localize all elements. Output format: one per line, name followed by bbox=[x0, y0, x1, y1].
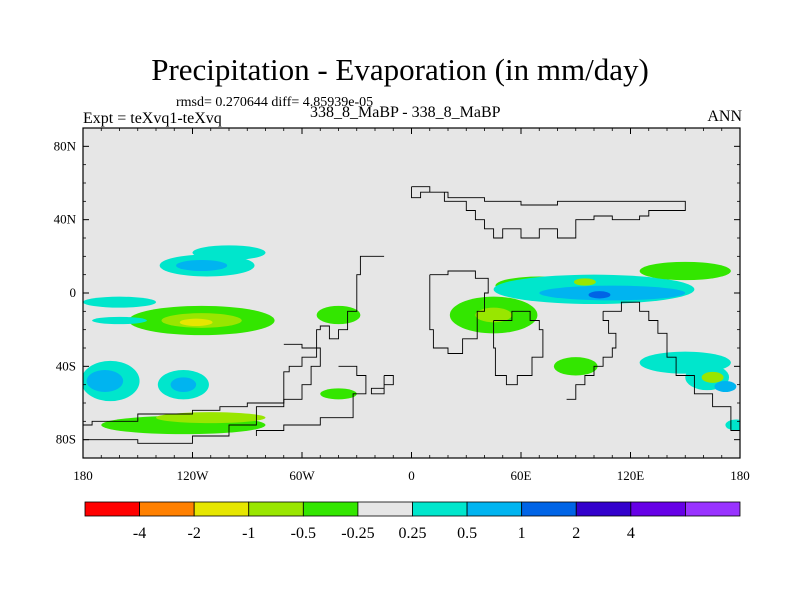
anomaly-region-3 bbox=[83, 296, 156, 308]
x-tick-label-2: 60W bbox=[289, 468, 315, 483]
legend-swatch-1 bbox=[139, 501, 195, 517]
season-label: ANN bbox=[707, 108, 742, 125]
x-tick-label-0: 180 bbox=[73, 468, 93, 483]
legend-swatch-6 bbox=[412, 501, 468, 517]
anomaly-region-1 bbox=[176, 260, 228, 271]
legend-label-6: 0.5 bbox=[457, 525, 477, 542]
x-tick-label-6: 180 bbox=[730, 468, 750, 483]
coastline-1 bbox=[411, 186, 686, 239]
chart-title: Precipitation - Evaporation (in mm/day) bbox=[151, 52, 649, 87]
legend-label-7: 1 bbox=[518, 525, 526, 542]
y-tick-label-1: 40N bbox=[54, 212, 77, 227]
legend-swatch-10 bbox=[630, 501, 686, 517]
legend-swatch-9 bbox=[575, 501, 632, 517]
coastline-8 bbox=[370, 375, 394, 395]
legend-label-5: 0.25 bbox=[399, 525, 427, 542]
legend-swatch-3 bbox=[248, 501, 304, 517]
anomaly-region-23 bbox=[639, 261, 731, 281]
case-label: 338_8_MaBP - 338_8_MaBP bbox=[310, 104, 501, 121]
anomaly-fields bbox=[83, 245, 740, 435]
x-tick-label-5: 120E bbox=[617, 468, 645, 483]
anomaly-region-11 bbox=[170, 377, 197, 392]
anomaly-region-6 bbox=[179, 318, 213, 327]
anomaly-region-20 bbox=[539, 285, 686, 301]
color-legend: -4 -2 -1 -0.5 -0.25 0.25 0.5 1 2 4 bbox=[84, 501, 741, 542]
legend-label-4: -0.25 bbox=[341, 525, 374, 542]
legend-label-2: -1 bbox=[242, 525, 255, 542]
x-tick-label-1: 120W bbox=[177, 468, 210, 483]
y-tick-label-2: 0 bbox=[70, 285, 77, 300]
coastline-4 bbox=[603, 301, 740, 436]
axis-ticks: 180 120W 60W 0 60E 120E 180 80N 40N 0 40S 80S bbox=[54, 128, 750, 483]
anomaly-region-28 bbox=[714, 381, 737, 392]
anomaly-region-29 bbox=[725, 419, 740, 431]
anomaly-region-7 bbox=[92, 316, 147, 325]
coastline-5 bbox=[566, 311, 617, 400]
legend-swatch-5 bbox=[357, 501, 413, 517]
legend-swatch-4 bbox=[302, 501, 359, 517]
legend-swatch-11 bbox=[685, 501, 741, 517]
coastline-3 bbox=[493, 310, 544, 386]
anomaly-region-21 bbox=[588, 291, 611, 299]
legend-label-1: -2 bbox=[188, 525, 201, 542]
anomaly-region-14 bbox=[316, 305, 361, 325]
coastline-2 bbox=[429, 270, 489, 354]
coastline-6 bbox=[83, 343, 321, 444]
anomaly-region-13 bbox=[156, 412, 266, 424]
legend-label-9: 4 bbox=[627, 525, 635, 542]
y-tick-label-3: 40S bbox=[56, 358, 76, 373]
anomaly-region-27 bbox=[701, 371, 724, 383]
coastline-7 bbox=[255, 365, 367, 436]
legend-label-8: 2 bbox=[572, 525, 580, 542]
stats-label: rmsd= 0.270644 diff= 4.85939e-05 bbox=[176, 95, 374, 110]
coastline-0 bbox=[83, 255, 385, 429]
legend-swatch-7 bbox=[466, 501, 523, 517]
x-tick-label-4: 60E bbox=[511, 468, 532, 483]
anomaly-region-9 bbox=[86, 370, 124, 392]
anomaly-region-24 bbox=[553, 357, 598, 376]
legend-swatch-2 bbox=[193, 501, 250, 517]
anomaly-region-2 bbox=[192, 245, 266, 260]
y-tick-label-0: 80N bbox=[54, 138, 77, 153]
x-tick-label-3: 0 bbox=[408, 468, 415, 483]
coastlines bbox=[83, 186, 740, 444]
anomaly-region-22 bbox=[573, 278, 596, 286]
anomaly-region-15 bbox=[320, 388, 357, 400]
experiment-label: Expt = teXvq1-teXvq bbox=[83, 110, 222, 127]
legend-label-0: -4 bbox=[133, 525, 146, 542]
legend-swatch-0 bbox=[84, 501, 140, 517]
legend-label-3: -0.5 bbox=[291, 525, 316, 542]
legend-swatch-8 bbox=[521, 501, 577, 517]
y-tick-label-4: 80S bbox=[56, 432, 76, 447]
